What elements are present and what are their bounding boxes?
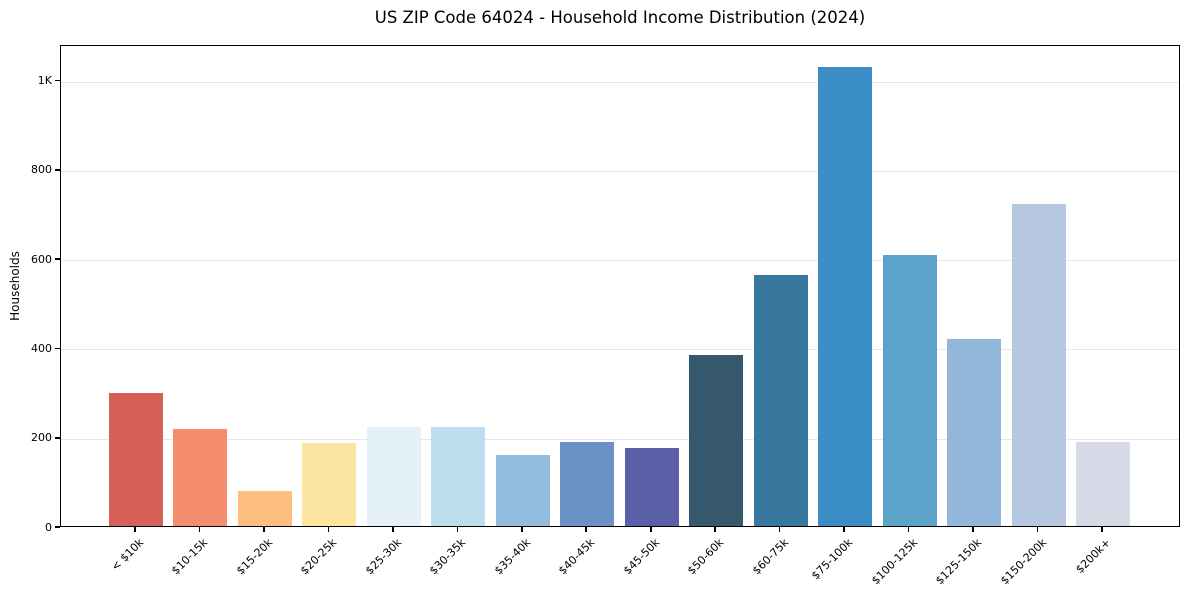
x-tick-mark bbox=[1101, 527, 1103, 532]
gridline-200 bbox=[61, 438, 1179, 440]
gridline-600 bbox=[61, 260, 1179, 262]
x-tick-label: $100-125k bbox=[868, 536, 920, 588]
gridline-1K bbox=[61, 81, 1179, 83]
y-tick-label: 800 bbox=[31, 163, 52, 177]
x-tick-mark bbox=[843, 527, 845, 532]
y-tick-mark bbox=[55, 526, 60, 528]
x-tick-label: $125-150k bbox=[933, 536, 985, 588]
gridline-800 bbox=[61, 170, 1179, 172]
x-tick-mark bbox=[263, 527, 265, 532]
x-tick-mark bbox=[327, 527, 330, 532]
plot-area bbox=[60, 45, 1180, 527]
bar-$25-30k bbox=[366, 426, 421, 526]
bar-$100-125k bbox=[882, 255, 937, 526]
y-tick-label: 600 bbox=[31, 252, 52, 266]
x-tick-label: $40-45k bbox=[556, 536, 598, 578]
y-tick-mark bbox=[55, 258, 60, 261]
y-tick-label: 200 bbox=[31, 431, 52, 445]
y-tick-label: 400 bbox=[31, 341, 52, 355]
x-tick-label: $60-75k bbox=[749, 536, 791, 578]
y-tick-label: 0 bbox=[45, 520, 52, 534]
x-tick-label: $45-50k bbox=[620, 536, 662, 578]
x-tick-label: $15-20k bbox=[233, 536, 276, 578]
bar-$15-20k bbox=[237, 491, 292, 526]
x-tick-mark bbox=[1036, 527, 1039, 532]
chart-title: US ZIP Code 64024 - Household Income Dis… bbox=[374, 8, 866, 27]
bar-$125-150k bbox=[947, 338, 1002, 526]
bar-$20-25k bbox=[302, 443, 357, 526]
bar-$150-200k bbox=[1011, 203, 1066, 526]
y-tick-mark bbox=[55, 169, 60, 171]
y-tick-label: 1K bbox=[37, 74, 52, 88]
y-tick-mark bbox=[55, 347, 60, 350]
bar-$50-60k bbox=[689, 355, 744, 526]
bar-$45-50k bbox=[624, 447, 679, 526]
bar-$60-75k bbox=[753, 275, 808, 526]
x-tick-mark bbox=[521, 527, 523, 532]
bar-$10-15k bbox=[173, 428, 228, 526]
bar-$40-45k bbox=[560, 441, 615, 526]
x-tick-mark bbox=[907, 527, 910, 532]
gridline-400 bbox=[61, 349, 1179, 351]
x-tick-mark bbox=[778, 527, 781, 532]
x-tick-label: < $10k bbox=[108, 536, 147, 574]
x-tick-label: $35-40k bbox=[491, 536, 533, 578]
x-tick-mark bbox=[456, 527, 459, 532]
x-tick-label: $150-200k bbox=[997, 536, 1049, 588]
x-tick-label: $200k+ bbox=[1073, 536, 1114, 577]
x-tick-mark bbox=[972, 527, 974, 532]
x-tick-mark bbox=[198, 527, 201, 532]
bar-$75-100k bbox=[818, 67, 873, 526]
x-tick-mark bbox=[714, 527, 716, 532]
bar-$35-40k bbox=[495, 454, 550, 526]
x-tick-mark bbox=[392, 527, 394, 532]
y-tick-mark bbox=[55, 79, 60, 82]
x-tick-mark bbox=[585, 527, 588, 532]
bar-$200k+ bbox=[1076, 442, 1130, 526]
x-tick-label: $25-30k bbox=[362, 536, 405, 578]
bar-$30-35k bbox=[431, 426, 486, 526]
bars-layer bbox=[61, 46, 1179, 526]
x-tick-mark bbox=[134, 527, 136, 532]
x-tick-label: $20-25k bbox=[298, 536, 340, 578]
y-tick-mark bbox=[55, 436, 60, 439]
x-tick-label: $50-60k bbox=[685, 536, 727, 578]
x-tick-label: $10-15k bbox=[169, 536, 211, 578]
bar-< $10k bbox=[109, 393, 163, 526]
x-tick-label: $75-100k bbox=[809, 536, 856, 583]
x-tick-label: $30-35k bbox=[427, 536, 469, 578]
x-tick-mark bbox=[649, 527, 652, 532]
